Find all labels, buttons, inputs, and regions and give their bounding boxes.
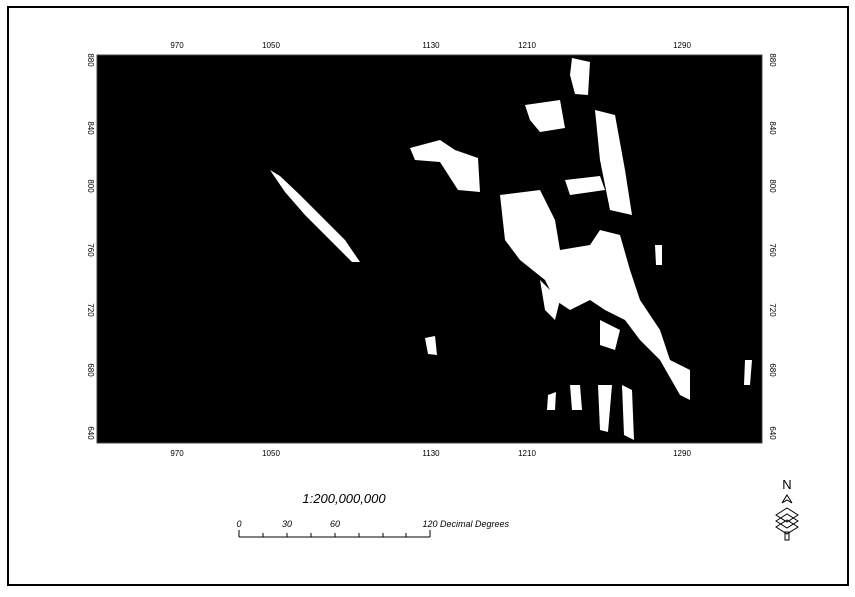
y-tick-label: 680 <box>768 363 777 377</box>
y-tick-label: 680 <box>86 363 95 377</box>
x-tick-label: 970 <box>170 41 184 50</box>
x-tick-label: 1050 <box>262 41 280 50</box>
x-tick-label: 1290 <box>673 41 691 50</box>
page: 1:200,000,000 N 970 970 1050 1050 1130 1130 12… <box>0 0 855 597</box>
y-tick-label: 720 <box>768 303 777 317</box>
scale-label: 30 <box>282 519 292 529</box>
scale-label: 120 <box>422 519 437 529</box>
scale-unit: Decimal Degrees <box>440 519 510 529</box>
raster <box>97 55 762 443</box>
y-tick-label: 640 <box>768 426 777 440</box>
x-tick-label: 1130 <box>422 41 440 50</box>
x-tick-label: 1290 <box>673 449 691 458</box>
y-tick-label: 880 <box>86 53 95 67</box>
y-tick-label: 840 <box>768 121 777 135</box>
y-tick-label: 800 <box>768 179 777 193</box>
scale-label: 60 <box>330 519 340 529</box>
y-tick-label: 880 <box>768 53 777 67</box>
x-tick-label: 1130 <box>422 449 440 458</box>
y-tick-label: 800 <box>86 179 95 193</box>
scale-label: 0 <box>236 519 241 529</box>
scale-text: 1:200,000,000 <box>302 491 386 506</box>
map-layout: 1:200,000,000 N 970 970 1050 1050 1130 1130 12… <box>0 0 855 592</box>
y-tick-label: 760 <box>86 243 95 257</box>
x-tick-label: 1210 <box>518 41 536 50</box>
y-tick-label: 760 <box>768 243 777 257</box>
x-tick-label: 1050 <box>262 449 280 458</box>
y-tick-label: 840 <box>86 121 95 135</box>
north-label: N <box>782 477 791 492</box>
x-tick-label: 1210 <box>518 449 536 458</box>
y-tick-label: 720 <box>86 303 95 317</box>
y-tick-label: 640 <box>86 426 95 440</box>
x-tick-label: 970 <box>170 449 184 458</box>
